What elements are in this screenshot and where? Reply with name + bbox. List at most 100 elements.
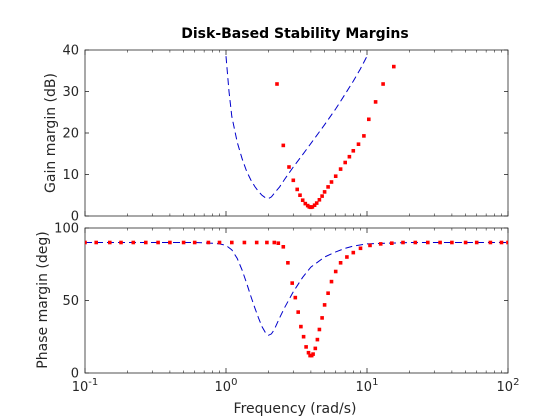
gain-series-dotted-point <box>338 167 343 171</box>
x-tick-base: 10 <box>356 380 373 395</box>
phase-series-dotted-point <box>296 310 300 314</box>
phase-series-dotted-point <box>299 324 303 329</box>
phase-series-dotted-point <box>230 240 234 245</box>
gain-series-dotted-point <box>381 82 385 86</box>
phase-series-dotted-point <box>94 240 98 245</box>
gain-y-ticks: 0 10 20 30 40 <box>62 44 508 225</box>
phase-series-dotted-point <box>413 240 418 245</box>
gain-margin-axes: 0 10 20 30 40 Gain margin (dB) <box>43 44 509 225</box>
gain-series-dotted-point <box>303 201 308 206</box>
phase-series-dotted-point <box>293 295 298 300</box>
gain-series-dotted-point <box>362 134 366 138</box>
gain-series-dotted-point <box>373 100 378 104</box>
x-axis-label: Frequency (rad/s) <box>234 401 357 417</box>
phase-series-dotted-point <box>311 352 315 356</box>
phase-series-dotted-point <box>168 240 172 245</box>
gain-series-dotted-point <box>275 82 279 86</box>
phase-series-dotted-point <box>463 240 468 245</box>
gain-y-tick-label: 20 <box>62 127 79 142</box>
x-tick-label: 101 <box>356 377 379 395</box>
phase-plot-box <box>84 227 509 374</box>
phase-series-dotted-point <box>474 240 479 245</box>
gain-series-dotted-point <box>367 117 371 122</box>
gain-series-dotted-point <box>300 198 305 202</box>
phase-series-dotted-point <box>301 334 306 339</box>
gain-series-dotted-point <box>329 180 334 184</box>
gain-series-dotted-point <box>351 149 356 153</box>
gain-series-dotted-point <box>310 205 315 209</box>
gain-series-dotted-point <box>291 178 296 183</box>
phase-series-dashed-line <box>85 242 508 336</box>
phase-y-tick-label: 0 <box>71 367 79 382</box>
phase-series-dotted-point <box>326 291 330 295</box>
gain-y-tick-label: 10 <box>62 168 79 183</box>
x-tick-base: 10 <box>497 380 514 395</box>
gain-series-dotted-point <box>326 185 330 189</box>
phase-series-dotted-point <box>290 281 294 285</box>
gain-y-tick-label: 40 <box>62 44 79 59</box>
phase-series-dotted-point <box>217 240 222 245</box>
phase-series-dotted-point <box>368 243 372 248</box>
phase-series-dotted-point <box>390 241 394 245</box>
phase-series-dotted-point <box>401 240 405 245</box>
phase-series-dotted-point <box>333 269 338 274</box>
phase-series-dotted-point <box>358 246 363 251</box>
gain-x-ticks <box>84 50 509 216</box>
phase-series-dotted-point <box>304 345 308 349</box>
phase-series-dotted-point <box>351 250 356 255</box>
gain-series-dotted-point <box>343 160 347 165</box>
phase-series-dotted-point <box>329 279 334 284</box>
x-tick-label: 10-1 <box>72 377 99 395</box>
chart-title: Disk-Based Stability Margins <box>181 26 408 42</box>
x-tick-exponent: 0 <box>231 377 237 388</box>
phase-series-dotted-point <box>192 240 197 245</box>
phase-series-dotted-point <box>144 240 148 245</box>
gain-series-dotted-point <box>287 165 291 169</box>
phase-series-dotted-point <box>313 346 318 351</box>
phase-series-dotted-point <box>320 316 324 320</box>
gain-series-dotted-point <box>333 174 338 178</box>
phase-series-dotted-point <box>181 240 186 245</box>
x-tick-base: 10 <box>215 380 232 395</box>
gain-series-dotted-point <box>312 203 317 207</box>
phase-series-dotted-point <box>85 240 87 245</box>
gain-series-dotted-point <box>320 194 324 198</box>
phase-series-dotted-point <box>426 240 430 245</box>
gain-series-dashed-line <box>225 55 368 200</box>
gain-series-dotted-point <box>314 201 319 205</box>
phase-series-dotted-point <box>506 240 508 245</box>
phase-series-dotted-point <box>108 240 112 245</box>
x-tick-label: 102 <box>497 377 520 395</box>
gain-y-tick-label: 30 <box>62 85 79 100</box>
phase-series-dotted-point <box>286 261 290 265</box>
phase-series-dotted-point <box>131 240 136 245</box>
phase-series-dotted-point <box>315 337 320 342</box>
phase-x-ticks: 10-1 100 101 102 <box>72 228 520 395</box>
phase-series-dotted-point <box>272 240 277 245</box>
phase-series-dotted-point <box>119 240 123 245</box>
phase-series-dotted-point <box>499 240 504 245</box>
x-tick-label: 100 <box>215 377 238 395</box>
gain-series-dotted-point <box>317 198 322 202</box>
gain-series-dotted-point <box>281 143 286 148</box>
x-tick-exponent: 2 <box>513 377 519 388</box>
gain-y-axis-label: Gain margin (dB) <box>43 73 59 193</box>
gain-series-dotted-point <box>392 64 396 69</box>
phase-series-dotted-point <box>265 240 269 245</box>
gain-series-group <box>225 55 396 210</box>
phase-series-dotted-point <box>438 240 442 245</box>
gain-series-dotted-point <box>356 142 361 146</box>
x-tick-exponent: -1 <box>88 377 98 388</box>
phase-series-dotted-point <box>322 303 327 307</box>
phase-series-dotted-point <box>306 350 311 355</box>
phase-series-dotted-point <box>276 241 281 245</box>
phase-y-tick-label: 100 <box>54 222 79 237</box>
phase-y-ticks: 0 50 100 <box>54 222 508 382</box>
phase-series-dotted-point <box>242 240 247 245</box>
x-tick-base: 10 <box>72 380 89 395</box>
gain-series-dotted-point <box>298 193 302 197</box>
phase-series-dotted-point <box>206 240 211 245</box>
gain-series-dotted-point <box>295 187 299 192</box>
phase-y-tick-label: 50 <box>62 294 79 309</box>
